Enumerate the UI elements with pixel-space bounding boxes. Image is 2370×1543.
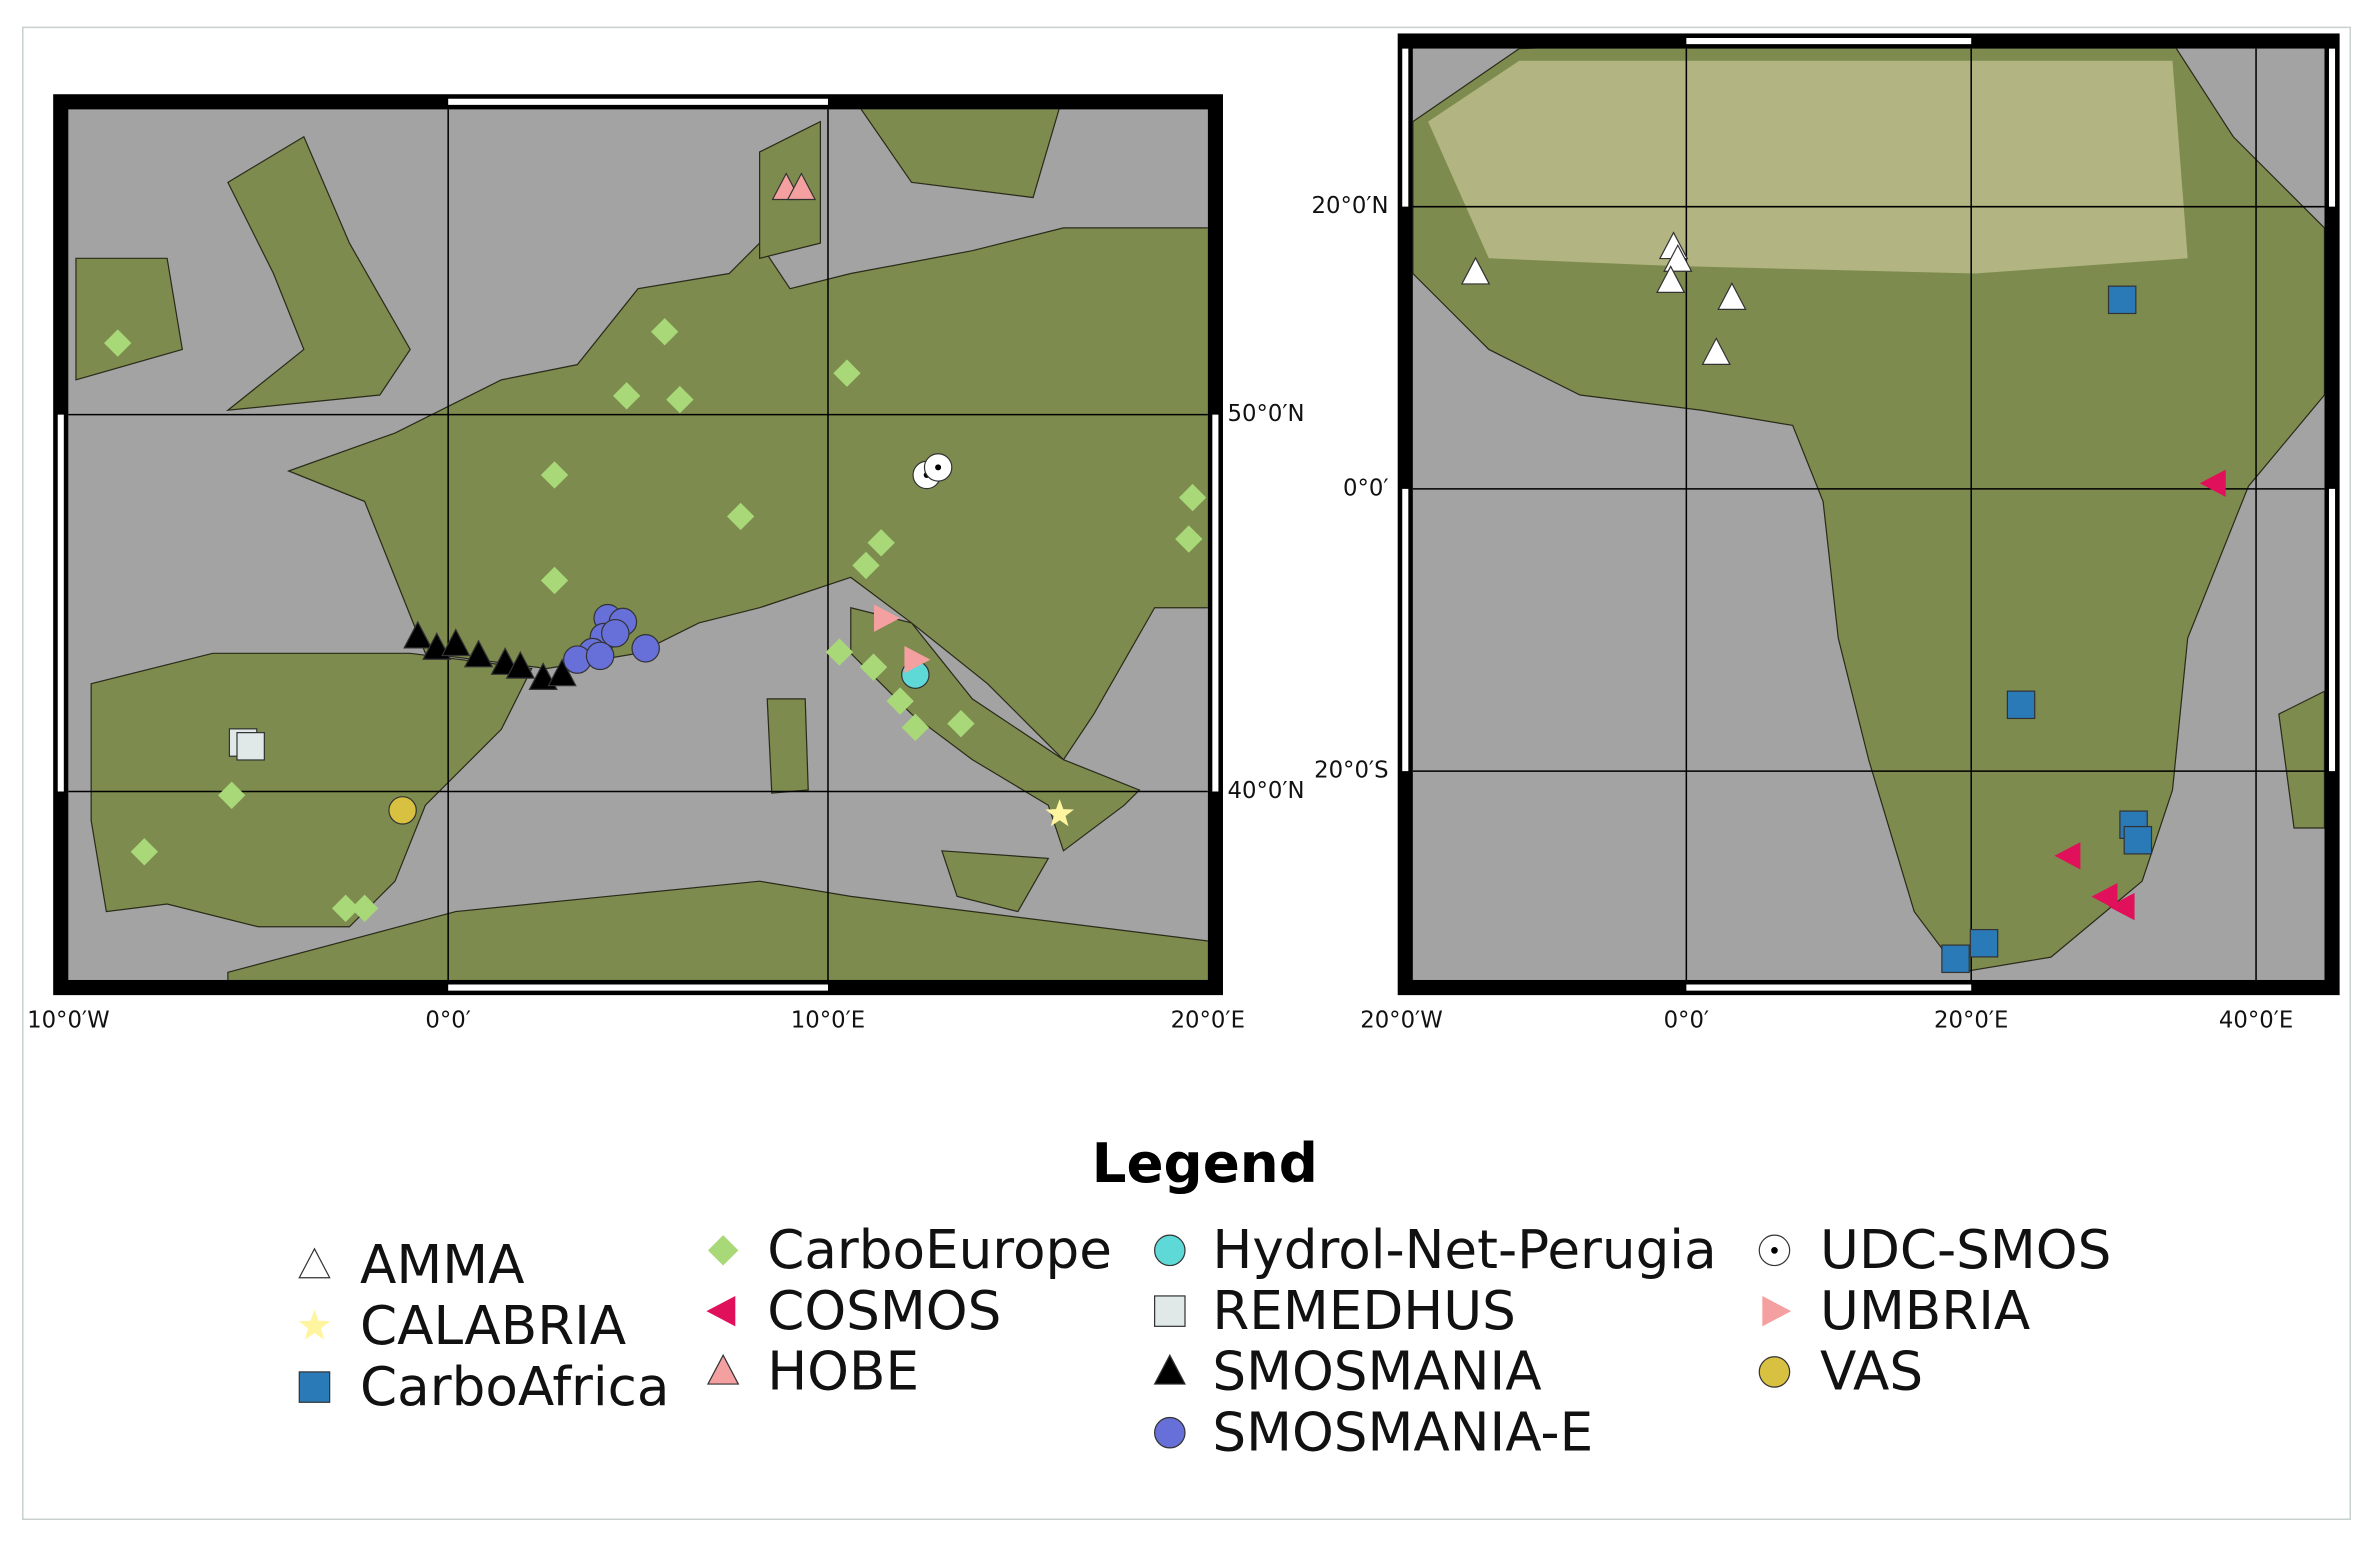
x-tick-label: 10°0′W xyxy=(27,1007,110,1033)
desert xyxy=(1428,60,2188,274)
station-marker xyxy=(852,551,880,580)
station-marker xyxy=(666,385,694,414)
station-marker xyxy=(947,710,975,738)
station-marker xyxy=(2006,690,2036,720)
station-marker xyxy=(463,639,494,668)
legend-symbol xyxy=(1154,1416,1186,1449)
y-tick-label: 50°0′N xyxy=(1228,401,1305,427)
x-tick-label: 10°0′E xyxy=(791,1007,865,1033)
station-marker xyxy=(2123,825,2153,855)
x-tick-label: 20°0′E xyxy=(1171,1007,1245,1033)
legend-label: REMEDHUS xyxy=(1212,1280,1516,1342)
y-tick-label: 40°0′N xyxy=(1228,778,1305,804)
x-tick-label: 0°0′ xyxy=(1664,1007,1710,1033)
station-marker xyxy=(2054,842,2081,870)
station-marker xyxy=(1178,483,1207,512)
legend-label: CarboAfrica xyxy=(360,1356,669,1418)
y-tick-label: 0°0′ xyxy=(1343,475,1389,501)
station-marker xyxy=(2091,883,2118,911)
x-tick-label: 20°0′E xyxy=(1934,1007,2008,1033)
legend-symbol xyxy=(298,1371,331,1403)
station-marker xyxy=(2107,285,2137,315)
legend-symbol xyxy=(707,1235,739,1266)
station-marker xyxy=(1941,944,1970,974)
station-marker xyxy=(1663,243,1693,272)
y-tick-label: 20°0′S xyxy=(1314,758,1388,784)
station-marker xyxy=(547,658,577,687)
legend-label: UDC-SMOS xyxy=(1820,1219,2111,1281)
legend-label: UMBRIA xyxy=(1820,1280,2030,1342)
station-marker xyxy=(867,529,895,557)
europe-basemap xyxy=(68,109,1208,980)
legend-symbol xyxy=(1758,1356,1791,1388)
station-marker xyxy=(1655,265,1686,294)
legend-label: CarboEurope xyxy=(767,1219,1112,1281)
station-marker xyxy=(1045,799,1074,827)
marker-dot xyxy=(1771,1247,1778,1254)
station-marker xyxy=(825,638,854,666)
legend-symbol xyxy=(1154,1234,1186,1267)
land xyxy=(1412,48,2325,974)
africa-basemap xyxy=(1412,48,2325,980)
station-marker xyxy=(904,645,931,674)
station-marker xyxy=(1717,282,1747,310)
station-marker xyxy=(726,502,755,531)
legend-label: SMOSMANIA xyxy=(1212,1341,1541,1403)
station-marker xyxy=(886,687,914,715)
station-marker xyxy=(1175,525,1203,553)
legend-label: AMMA xyxy=(360,1234,524,1296)
station-marker xyxy=(1701,337,1731,365)
station-marker xyxy=(331,894,360,923)
station-marker xyxy=(1460,256,1491,285)
x-tick-label: 0°0′ xyxy=(425,1007,471,1033)
marker-dot xyxy=(935,464,942,471)
station-marker xyxy=(403,620,433,649)
legend-symbol xyxy=(1762,1295,1792,1327)
legend-label: CALABRIA xyxy=(360,1295,626,1357)
legend-title: Legend xyxy=(1092,1131,1318,1195)
station-marker xyxy=(833,359,861,387)
station-marker xyxy=(601,618,630,648)
station-marker xyxy=(236,732,265,761)
legend-symbol xyxy=(706,1295,736,1327)
station-marker xyxy=(650,318,679,346)
x-tick-label: 20°0′W xyxy=(1360,1007,1443,1033)
legend-symbol xyxy=(298,1247,331,1279)
station-marker xyxy=(585,641,615,671)
legend-symbol xyxy=(706,1353,740,1385)
station-marker xyxy=(786,172,817,201)
station-marker xyxy=(2199,469,2226,497)
legend-label: SMOSMANIA-E xyxy=(1212,1401,1593,1463)
station-marker xyxy=(874,604,900,632)
x-tick-label: 40°0′E xyxy=(2219,1007,2293,1033)
station-marker xyxy=(540,566,569,595)
legend-symbol xyxy=(1153,1353,1187,1385)
legend-label: HOBE xyxy=(767,1341,919,1403)
legend-label: VAS xyxy=(1820,1341,1923,1403)
station-marker xyxy=(130,838,158,866)
station-marker xyxy=(350,894,379,923)
station-marker xyxy=(505,650,536,679)
station-marker xyxy=(218,781,246,809)
legend-symbol xyxy=(1154,1295,1186,1327)
station-marker xyxy=(631,634,660,663)
legend-symbol xyxy=(298,1309,331,1340)
station-marker xyxy=(104,329,132,357)
legend-label: COSMOS xyxy=(767,1280,1001,1342)
station-marker xyxy=(1969,928,1999,958)
station-marker xyxy=(388,796,417,825)
legend-label: Hydrol-Net-Perugia xyxy=(1212,1219,1716,1281)
station-marker xyxy=(441,628,471,657)
y-tick-label: 20°0′N xyxy=(1312,193,1389,219)
station-marker xyxy=(540,461,569,489)
station-marker xyxy=(859,653,888,681)
station-marker xyxy=(2108,892,2135,921)
station-marker xyxy=(901,713,930,742)
